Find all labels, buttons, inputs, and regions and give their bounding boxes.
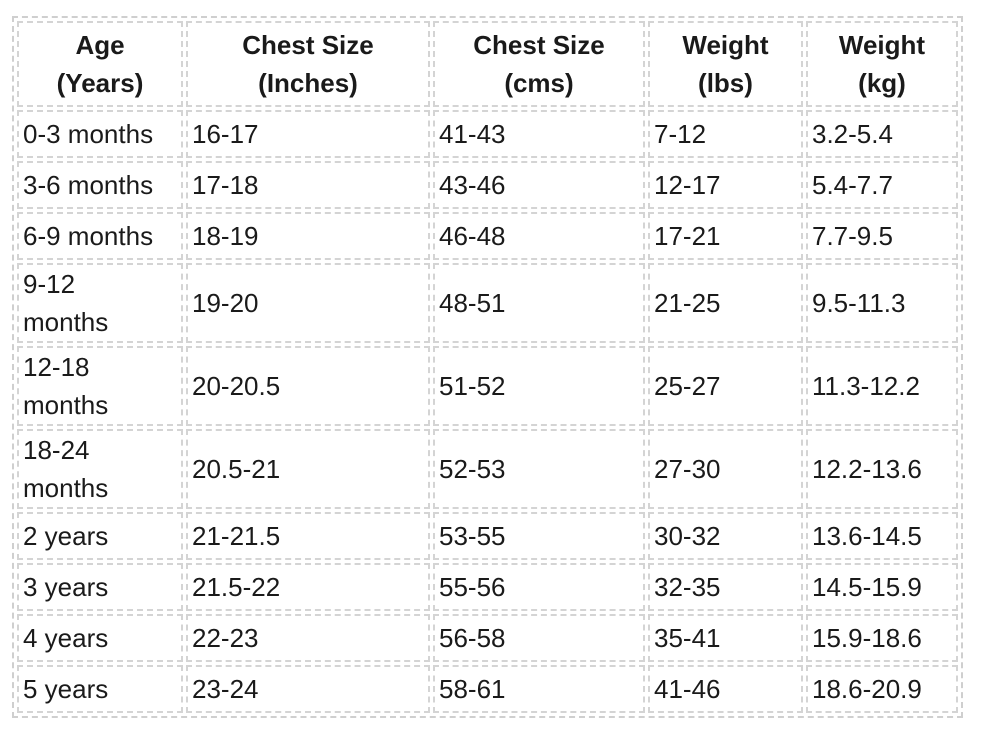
table-cell: 21.5-22: [186, 563, 430, 611]
table-row: 5 years 23-24 58-61 41-46 18.6-20.9: [17, 665, 958, 713]
header-text: (cms): [504, 68, 574, 98]
table-cell: 7-12: [648, 110, 803, 158]
table-cell: 48-51: [433, 263, 645, 343]
table-cell: 32-35: [648, 563, 803, 611]
table-cell: 13.6-14.5: [806, 512, 958, 560]
table-cell: 51-52: [433, 346, 645, 426]
table-cell: 19-20: [186, 263, 430, 343]
age-cell: 5 years: [17, 665, 183, 713]
table-cell: 20-20.5: [186, 346, 430, 426]
table-body: 0-3 months 16-17 41-43 7-12 3.2-5.4 3-6 month…: [17, 110, 958, 713]
table-cell: 58-61: [433, 665, 645, 713]
header-text: Chest Size: [242, 30, 374, 60]
table-cell: 3.2-5.4: [806, 110, 958, 158]
age-cell: 18-24 months: [17, 429, 183, 509]
age-cell: 2 years: [17, 512, 183, 560]
table-cell: 21-21.5: [186, 512, 430, 560]
table-cell: 7.7-9.5: [806, 212, 958, 260]
header-text: Weight: [838, 30, 926, 60]
header-text: Chest Size: [473, 30, 605, 60]
table-header: Age (Years) Chest Size (Inches) Chest Size (c…: [17, 21, 958, 107]
table-cell: 35-41: [648, 614, 803, 662]
table-row: 9-12 months 19-20 48-51 21-25 9.5-11.3: [17, 263, 958, 343]
table-cell: 53-55: [433, 512, 645, 560]
header-cell: Age (Years): [17, 21, 183, 107]
table-row: 2 years 21-21.5 53-55 30-32 13.6-14.5: [17, 512, 958, 560]
age-cell: 3-6 months: [17, 161, 183, 209]
table-cell: 15.9-18.6: [806, 614, 958, 662]
table-row: 6-9 months 18-19 46-48 17-21 7.7-9.5: [17, 212, 958, 260]
table-cell: 11.3-12.2: [806, 346, 958, 426]
table-cell: 18-19: [186, 212, 430, 260]
table-row: 0-3 months 16-17 41-43 7-12 3.2-5.4: [17, 110, 958, 158]
table-cell: 25-27: [648, 346, 803, 426]
table-cell: 30-32: [648, 512, 803, 560]
table-cell: 22-23: [186, 614, 430, 662]
header-text: Age: [75, 30, 125, 60]
table-row: 12-18 months 20-20.5 51-52 25-27 11.3-12.2: [17, 346, 958, 426]
table-row: 4 years 22-23 56-58 35-41 15.9-18.6: [17, 614, 958, 662]
header-text: (lbs): [698, 68, 753, 98]
table-row: 18-24 months 20.5-21 52-53 27-30 12.2-13.6: [17, 429, 958, 509]
table-cell: 46-48: [433, 212, 645, 260]
table-cell: 16-17: [186, 110, 430, 158]
table-cell: 55-56: [433, 563, 645, 611]
header-text: (Inches): [258, 68, 358, 98]
age-cell: 3 years: [17, 563, 183, 611]
age-cell: 4 years: [17, 614, 183, 662]
age-cell: 6-9 months: [17, 212, 183, 260]
header-row: Age (Years) Chest Size (Inches) Chest Size (c…: [17, 21, 958, 107]
header-text: (kg): [858, 68, 906, 98]
table-cell: 12.2-13.6: [806, 429, 958, 509]
header-cell: Chest Size (cms): [433, 21, 645, 107]
header-text: (Years): [56, 68, 144, 98]
table-cell: 56-58: [433, 614, 645, 662]
table-cell: 12-17: [648, 161, 803, 209]
table-cell: 43-46: [433, 161, 645, 209]
table-cell: 41-43: [433, 110, 645, 158]
table-cell: 9.5-11.3: [806, 263, 958, 343]
table-cell: 14.5-15.9: [806, 563, 958, 611]
table-cell: 20.5-21: [186, 429, 430, 509]
table-cell: 23-24: [186, 665, 430, 713]
age-cell: 12-18 months: [17, 346, 183, 426]
header-text: Weight: [682, 30, 769, 60]
table-cell: 52-53: [433, 429, 645, 509]
age-cell: 9-12 months: [17, 263, 183, 343]
size-table: Age (Years) Chest Size (Inches) Chest Size (c…: [12, 16, 963, 718]
header-cell: Chest Size (Inches): [186, 21, 430, 107]
header-cell: Weight (lbs): [648, 21, 803, 107]
table-cell: 41-46: [648, 665, 803, 713]
table-row: 3-6 months 17-18 43-46 12-17 5.4-7.7: [17, 161, 958, 209]
age-cell: 0-3 months: [17, 110, 183, 158]
header-cell: Weight (kg): [806, 21, 958, 107]
table-cell: 17-21: [648, 212, 803, 260]
table-row: 3 years 21.5-22 55-56 32-35 14.5-15.9: [17, 563, 958, 611]
table-cell: 5.4-7.7: [806, 161, 958, 209]
table-cell: 17-18: [186, 161, 430, 209]
table-cell: 18.6-20.9: [806, 665, 958, 713]
table-cell: 21-25: [648, 263, 803, 343]
table-cell: 27-30: [648, 429, 803, 509]
